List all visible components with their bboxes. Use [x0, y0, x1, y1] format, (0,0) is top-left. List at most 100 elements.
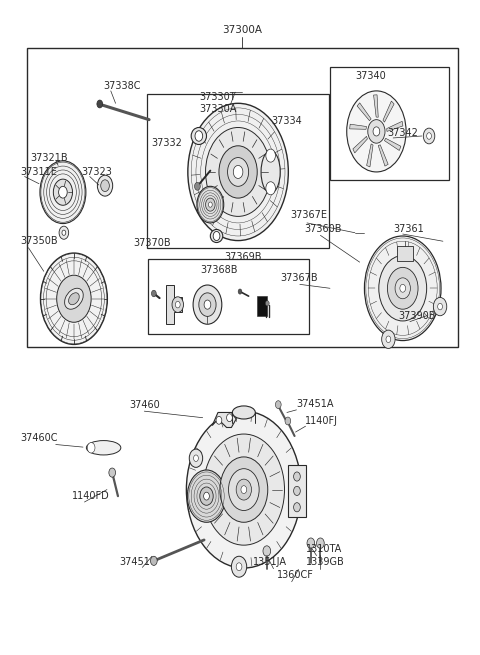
Circle shape [317, 538, 324, 548]
Circle shape [199, 293, 216, 316]
Text: 37330A: 37330A [199, 104, 237, 115]
Text: 37334: 37334 [271, 116, 302, 126]
Text: 37338C: 37338C [104, 81, 141, 91]
Circle shape [294, 502, 300, 512]
Text: 37342: 37342 [387, 128, 418, 138]
Text: 37330T: 37330T [199, 92, 236, 102]
Circle shape [379, 255, 427, 321]
Circle shape [294, 472, 300, 481]
Polygon shape [166, 285, 181, 324]
Circle shape [189, 449, 203, 468]
Circle shape [294, 486, 300, 495]
Ellipse shape [69, 293, 79, 305]
Ellipse shape [65, 288, 83, 309]
Text: 37340: 37340 [355, 71, 385, 81]
Circle shape [231, 556, 247, 577]
Text: 37367B: 37367B [281, 273, 318, 283]
Circle shape [236, 563, 242, 571]
Circle shape [40, 253, 108, 345]
Text: 1140FJ: 1140FJ [305, 415, 337, 426]
Ellipse shape [261, 151, 280, 193]
Circle shape [227, 414, 232, 422]
Circle shape [423, 128, 435, 144]
Circle shape [266, 149, 276, 162]
Polygon shape [349, 124, 367, 129]
Circle shape [57, 275, 91, 322]
Text: 37390B: 37390B [398, 311, 435, 321]
Circle shape [228, 158, 249, 186]
Text: 37321B: 37321B [30, 153, 68, 163]
Polygon shape [383, 101, 394, 122]
Text: 37370B: 37370B [134, 238, 171, 248]
Bar [27, 48, 458, 347]
Text: 1360CF: 1360CF [277, 571, 314, 580]
Text: 37360B: 37360B [305, 224, 342, 234]
Circle shape [97, 100, 103, 108]
Circle shape [213, 231, 220, 240]
Circle shape [386, 336, 391, 343]
Circle shape [40, 161, 86, 223]
Text: 37451A: 37451A [297, 399, 334, 409]
Polygon shape [384, 138, 401, 151]
Circle shape [400, 284, 406, 292]
Circle shape [101, 179, 109, 191]
Bar [397, 246, 413, 261]
Circle shape [175, 301, 180, 308]
Circle shape [285, 417, 291, 425]
Circle shape [97, 175, 113, 196]
Circle shape [219, 146, 257, 198]
Ellipse shape [86, 441, 121, 455]
Bar [257, 296, 267, 316]
Text: 1140FD: 1140FD [72, 491, 109, 500]
Circle shape [193, 455, 198, 462]
Polygon shape [378, 145, 388, 166]
Circle shape [216, 417, 222, 424]
Polygon shape [212, 413, 236, 428]
Circle shape [152, 290, 156, 297]
Text: 37367E: 37367E [290, 210, 327, 220]
Circle shape [220, 457, 268, 522]
Text: 37300A: 37300A [222, 25, 263, 35]
Bar [147, 94, 328, 248]
Text: 37311E: 37311E [20, 166, 57, 176]
Ellipse shape [232, 406, 255, 419]
Circle shape [204, 300, 211, 309]
Text: 37332: 37332 [152, 138, 182, 148]
Circle shape [62, 230, 66, 235]
Circle shape [204, 492, 209, 500]
Circle shape [233, 166, 243, 178]
Polygon shape [357, 103, 371, 121]
Polygon shape [387, 121, 403, 132]
Ellipse shape [210, 229, 223, 242]
Text: 37451: 37451 [120, 557, 150, 567]
Circle shape [266, 181, 276, 195]
Text: 1351JA: 1351JA [253, 557, 288, 567]
Circle shape [53, 179, 72, 205]
Circle shape [195, 131, 203, 141]
Polygon shape [353, 136, 367, 153]
Circle shape [151, 556, 157, 565]
Circle shape [387, 267, 418, 309]
Circle shape [205, 128, 271, 216]
Circle shape [236, 479, 252, 500]
Circle shape [238, 289, 242, 294]
Circle shape [276, 401, 281, 409]
Circle shape [197, 186, 224, 223]
Circle shape [109, 468, 116, 477]
Bar [288, 465, 306, 517]
Circle shape [307, 538, 315, 548]
Ellipse shape [191, 128, 206, 145]
Circle shape [433, 297, 447, 316]
Circle shape [59, 186, 67, 198]
Circle shape [187, 470, 226, 522]
Polygon shape [373, 95, 378, 117]
Text: 37369B: 37369B [225, 252, 262, 262]
Circle shape [193, 285, 222, 324]
Circle shape [263, 546, 271, 556]
Text: 37350B: 37350B [20, 236, 58, 246]
Text: 1339GB: 1339GB [306, 557, 345, 567]
Circle shape [87, 443, 95, 453]
Circle shape [205, 198, 215, 211]
Circle shape [59, 226, 69, 239]
Circle shape [427, 133, 432, 140]
